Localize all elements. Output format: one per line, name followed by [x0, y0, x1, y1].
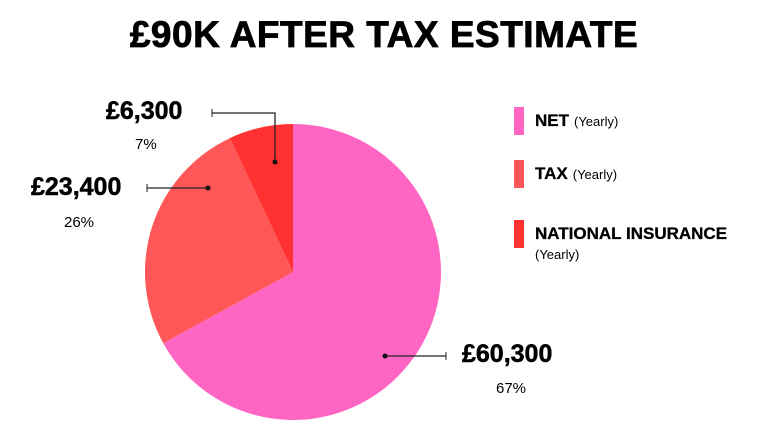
leader-dot-ni — [272, 159, 278, 165]
data-label-ni-percent: 7% — [135, 136, 157, 153]
legend-item-ni: NATIONAL INSURANCE (Yearly) — [514, 220, 727, 262]
data-label-net-amount: £60,300 — [462, 340, 553, 369]
leader-dot-net — [382, 353, 388, 359]
legend-label-net: NET — [535, 111, 569, 130]
data-label-net-percent: 67% — [496, 380, 527, 397]
legend-sub-ni: (Yearly) — [535, 247, 580, 262]
legend-label-tax: TAX — [535, 164, 568, 183]
data-label-ni-amount: £6,300 — [106, 97, 183, 126]
legend-swatch-tax — [514, 160, 524, 188]
legend-sub-net: (Yearly) — [574, 114, 619, 129]
leader-dot-tax — [205, 185, 211, 191]
legend-sub-tax: (Yearly) — [572, 167, 618, 182]
data-label-tax-amount: £23,400 — [31, 173, 122, 202]
pie-slice-tax — [144, 138, 293, 344]
leader-line-ni — [212, 112, 276, 162]
legend-swatch-ni — [514, 220, 524, 248]
data-label-tax-percent: 26% — [64, 214, 95, 231]
legend-swatch-net — [514, 107, 524, 135]
chart-title: £90K AFTER TAX ESTIMATE — [129, 14, 639, 56]
legend-item-tax: TAX (Yearly) — [514, 160, 617, 188]
legend-label-ni: NATIONAL INSURANCE — [535, 224, 728, 243]
legend-item-net: NET (Yearly) — [514, 107, 618, 135]
pie-slice-net — [163, 124, 441, 421]
leader-lines — [147, 112, 446, 357]
